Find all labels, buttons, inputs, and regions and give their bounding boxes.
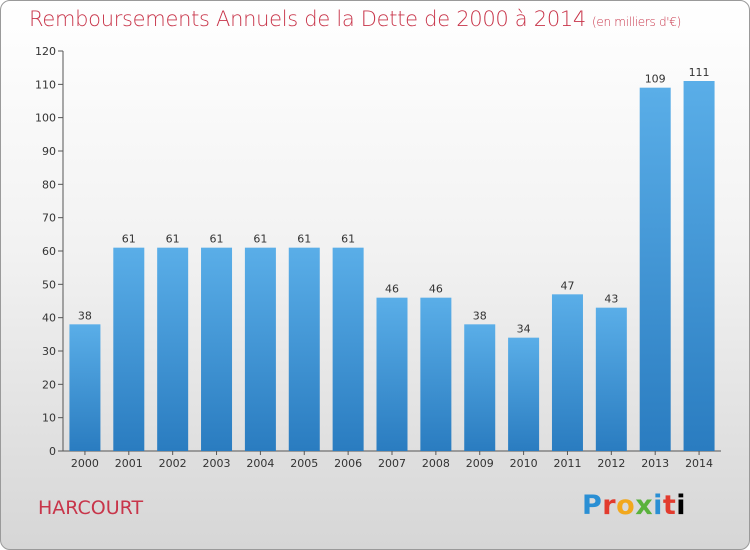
bar: [201, 247, 233, 451]
bar-value-label: 111: [689, 66, 710, 79]
logo-letter: i: [676, 490, 687, 521]
logo-letter: o: [616, 490, 636, 521]
bar-value-label: 61: [210, 233, 224, 246]
bar: [464, 324, 496, 451]
x-tick-label: 2011: [553, 457, 581, 470]
bar: [595, 307, 627, 451]
y-tick-label: 50: [42, 278, 56, 291]
logo-letter: x: [635, 490, 654, 521]
y-tick-label: 30: [42, 345, 56, 358]
bar: [113, 247, 145, 451]
commune-name: HARCOURT: [38, 497, 144, 519]
bar: [244, 247, 276, 451]
bar: [508, 337, 540, 451]
bar-value-label: 46: [385, 283, 399, 296]
x-tick-label: 2004: [246, 457, 274, 470]
bar-value-label: 109: [645, 73, 666, 86]
bar-value-label: 61: [253, 233, 267, 246]
x-tick-label: 2000: [71, 457, 99, 470]
y-tick-label: 60: [42, 245, 56, 258]
chart-title: Remboursements Annuels de la Dette de 20…: [29, 7, 681, 31]
bar-value-label: 47: [560, 279, 574, 292]
bar-value-label: 46: [429, 283, 443, 296]
bar-value-label: 61: [166, 233, 180, 246]
y-tick-label: 20: [42, 378, 56, 391]
bar-value-label: 61: [297, 233, 311, 246]
x-tick-label: 2014: [685, 457, 713, 470]
y-tick-label: 40: [42, 312, 56, 325]
logo-letter: i: [653, 490, 663, 521]
bar: [376, 297, 408, 451]
logo-letter: P: [582, 490, 603, 521]
bar: [332, 247, 364, 451]
x-tick-label: 2008: [422, 457, 450, 470]
x-tick-label: 2003: [203, 457, 231, 470]
x-tick-label: 2001: [115, 457, 143, 470]
bar-value-label: 43: [604, 293, 618, 306]
y-tick-label: 120: [35, 45, 56, 58]
x-tick-label: 2006: [334, 457, 362, 470]
bar-value-label: 38: [473, 309, 487, 322]
y-tick-label: 10: [42, 412, 56, 425]
x-tick-label: 2012: [597, 457, 625, 470]
chart-unit-note: (en milliers d'€): [592, 15, 682, 29]
bar-value-label: 38: [78, 309, 92, 322]
bar: [288, 247, 320, 451]
x-tick-label: 2009: [466, 457, 494, 470]
bar: [69, 324, 101, 451]
y-tick-label: 80: [42, 178, 56, 191]
chart-title-text: Remboursements Annuels de la Dette de 20…: [29, 7, 586, 31]
y-tick-label: 100: [35, 112, 56, 125]
x-tick-label: 2010: [510, 457, 538, 470]
y-tick-label: 0: [49, 445, 56, 458]
y-tick-label: 110: [35, 78, 56, 91]
logo-letter: r: [602, 490, 617, 521]
bar: [157, 247, 189, 451]
logo-letter: t: [662, 490, 677, 521]
labels: 2000 38 2001 61 2002 61 2003 61 2004 61 2005 61 2006…: [71, 66, 713, 470]
y-tick-label: 90: [42, 145, 56, 158]
bar: [639, 87, 671, 452]
bar-value-label: 61: [122, 233, 136, 246]
bar: [551, 294, 583, 451]
bar-value-label: 61: [341, 233, 355, 246]
proxiti-logo: Proxiti: [582, 490, 686, 521]
bar-value-label: 34: [517, 323, 531, 336]
bar: [420, 297, 452, 451]
x-tick-label: 2007: [378, 457, 406, 470]
x-tick-label: 2013: [641, 457, 669, 470]
bars: [69, 81, 715, 452]
bar: [683, 81, 715, 451]
y-tick-label: 70: [42, 212, 56, 225]
x-tick-label: 2002: [159, 457, 187, 470]
x-tick-label: 2005: [290, 457, 318, 470]
